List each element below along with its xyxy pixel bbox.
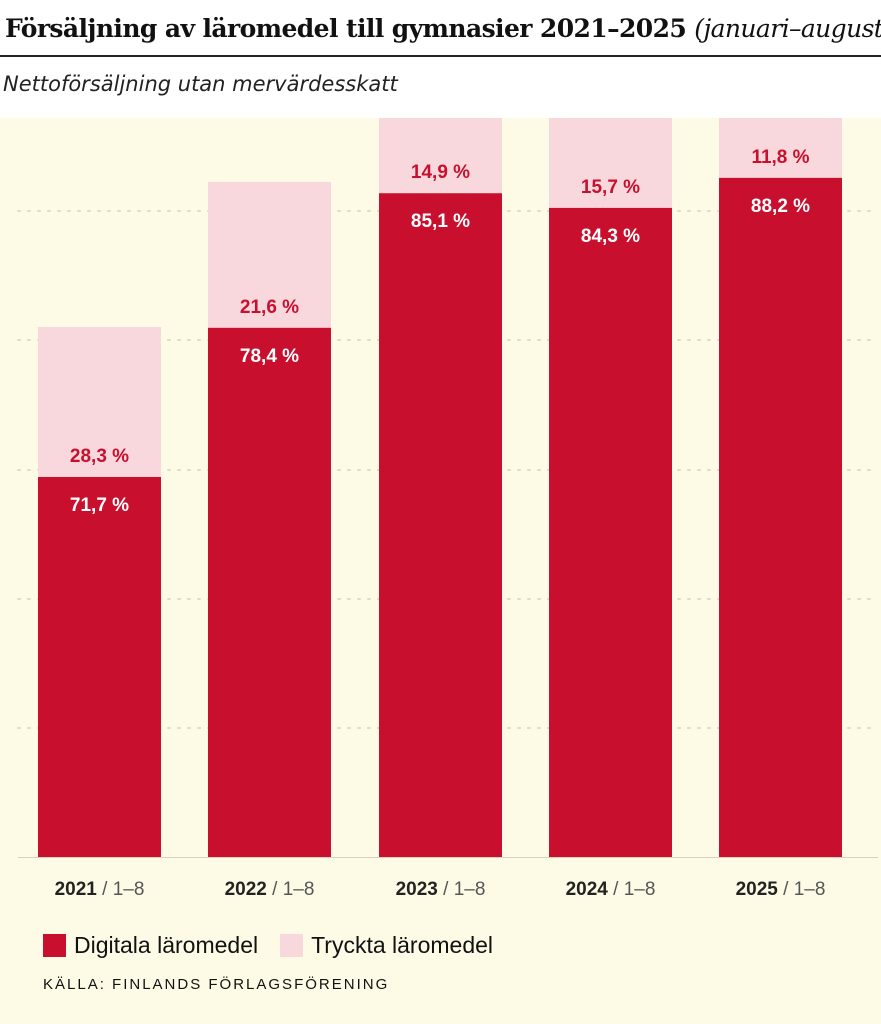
data-label-printed: 15,7 % — [581, 177, 640, 198]
data-label-printed: 21,6 % — [240, 297, 299, 318]
source-note: KÄLLA: FINLANDS FÖRLAGSFÖRENING — [43, 976, 390, 993]
x-tick-label: 2025 / 1–8 — [736, 879, 826, 900]
bar-printed — [379, 118, 502, 194]
legend-label-printed: Tryckta läromedel — [311, 931, 494, 958]
data-label-printed: 14,9 % — [411, 162, 470, 183]
bar-printed — [208, 182, 331, 328]
bar-digital — [208, 327, 331, 857]
legend-label-digital: Digitala läromedel — [74, 931, 259, 958]
data-label-digital: 84,3 % — [581, 226, 640, 247]
chart-title: Försäljning av läromedel till gymnasier … — [5, 14, 881, 43]
x-tick-label: 2024 / 1–8 — [566, 879, 656, 900]
legend-swatch-digital — [43, 933, 66, 957]
x-tick-label: 2021 / 1–8 — [55, 879, 145, 900]
legend: Digitala läromedel Tryckta läromedel — [43, 930, 515, 960]
chart-subtitle: Nettoförsäljning utan mervärdesskatt — [3, 72, 398, 96]
data-label-printed: 11,8 % — [751, 147, 809, 168]
bar-printed — [38, 327, 161, 477]
bar-digital — [549, 207, 672, 857]
legend-item-digital: Digitala läromedel — [43, 932, 258, 959]
chart-title-suffix: (januari–augusti) — [694, 14, 881, 43]
bar-digital — [379, 193, 502, 858]
bar-printed — [549, 118, 672, 208]
legend-swatch-printed — [280, 933, 304, 957]
data-label-digital: 71,7 % — [70, 495, 129, 516]
data-label-digital: 88,2 % — [751, 196, 810, 217]
data-label-printed: 28,3 % — [70, 446, 129, 467]
title-rule — [0, 55, 881, 57]
bar-digital — [719, 177, 842, 858]
bar-digital — [38, 476, 161, 857]
bar-printed — [719, 118, 842, 178]
x-tick-label: 2022 / 1–8 — [225, 879, 315, 900]
chart-title-main: Försäljning av läromedel till gymnasier … — [5, 14, 687, 43]
legend-item-printed: Tryckta läromedel — [280, 932, 493, 959]
x-tick-label: 2023 / 1–8 — [396, 879, 486, 900]
data-label-digital: 78,4 % — [240, 346, 299, 367]
bar-chart: 28,3 % 71,7 % 2021 / 1–8 21,6 % 78,4 % 2022 /… — [17, 118, 879, 900]
data-label-digital: 85,1 % — [411, 211, 470, 232]
